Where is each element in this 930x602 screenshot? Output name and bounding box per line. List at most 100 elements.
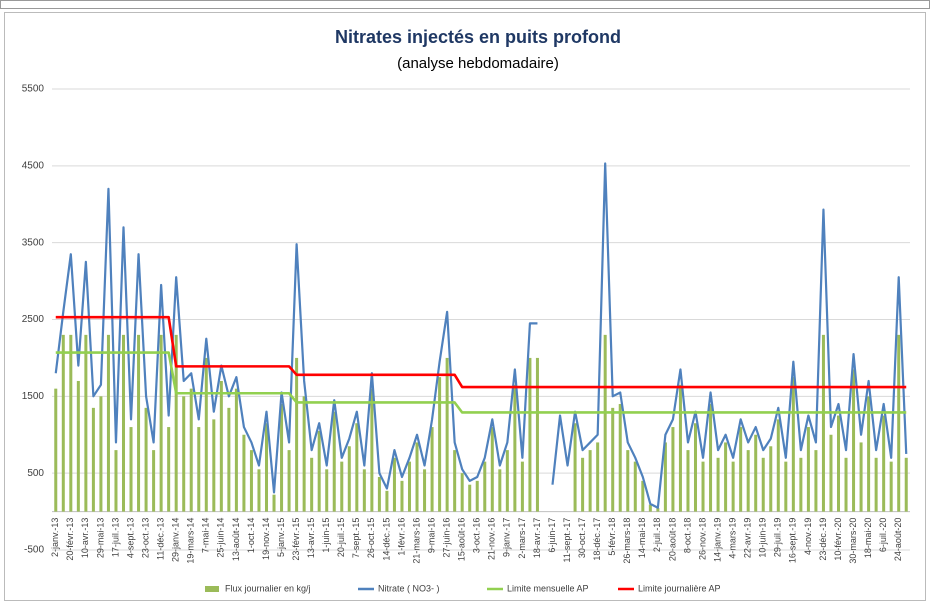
x-tick-label: 6-juin-17 bbox=[547, 518, 557, 553]
legend-label: Nitrate ( NO3- ) bbox=[378, 583, 440, 593]
bar bbox=[724, 442, 728, 512]
x-tick-label: 19-nov.-14 bbox=[261, 518, 271, 560]
x-tick-label: 18-déc.-17 bbox=[592, 518, 602, 561]
x-tick-label: 7-mai-14 bbox=[201, 518, 211, 554]
bar bbox=[370, 388, 374, 512]
bar bbox=[423, 469, 427, 512]
bar bbox=[54, 388, 58, 512]
legend-swatch bbox=[205, 586, 219, 592]
bar bbox=[445, 357, 449, 512]
bar bbox=[377, 477, 381, 512]
bar bbox=[475, 480, 479, 512]
bar bbox=[671, 427, 675, 512]
bar bbox=[859, 442, 863, 512]
bar bbox=[716, 457, 720, 512]
bar bbox=[806, 427, 810, 512]
bar bbox=[264, 423, 269, 512]
bar bbox=[182, 396, 186, 512]
y-tick-label: 3500 bbox=[22, 237, 45, 248]
bar bbox=[460, 473, 464, 512]
bar bbox=[61, 334, 65, 512]
bar bbox=[167, 427, 171, 512]
bar bbox=[415, 442, 419, 512]
bar bbox=[227, 407, 231, 512]
bar bbox=[498, 469, 502, 512]
bar bbox=[844, 457, 848, 512]
bar bbox=[385, 490, 389, 512]
bar bbox=[325, 469, 329, 512]
bar bbox=[754, 434, 758, 512]
x-tick-label: 23-déc.-19 bbox=[818, 518, 828, 561]
bar bbox=[573, 423, 577, 512]
x-tick-label: 21-mars-16 bbox=[411, 518, 421, 564]
bar bbox=[739, 427, 743, 512]
x-tick-label: 4-nov.-19 bbox=[803, 518, 813, 555]
bar bbox=[791, 377, 795, 512]
x-tick-label: 2-mars-17 bbox=[517, 518, 527, 559]
bar bbox=[648, 504, 652, 512]
x-tick-label: 29-mai-13 bbox=[95, 518, 105, 559]
bar bbox=[603, 334, 607, 512]
bar bbox=[769, 446, 773, 512]
legend-label: Limite mensuelle AP bbox=[507, 583, 589, 593]
bar bbox=[641, 480, 645, 512]
bar bbox=[287, 450, 291, 512]
x-tick-label: 19-mars-14 bbox=[186, 518, 196, 564]
bar bbox=[189, 388, 193, 512]
bar bbox=[84, 334, 88, 512]
bar bbox=[114, 450, 118, 512]
x-tick-label: 23-févr.-15 bbox=[291, 518, 301, 561]
chart-subtitle: (analyse hebdomadaire) bbox=[397, 55, 559, 72]
bar bbox=[581, 457, 585, 512]
x-tick-label: 17-juil.-13 bbox=[110, 518, 120, 558]
bar bbox=[882, 415, 886, 512]
x-tick-label: 26-mars-18 bbox=[622, 518, 632, 564]
bar bbox=[137, 334, 141, 512]
bar bbox=[302, 396, 306, 512]
bar bbox=[347, 446, 351, 512]
chart-title: Nitrates injectés en puits profond bbox=[335, 27, 621, 47]
bar bbox=[829, 434, 833, 512]
x-tick-label: 15-août-16 bbox=[457, 518, 467, 562]
bar bbox=[272, 494, 276, 512]
x-tick-label: 3-oct.-16 bbox=[472, 518, 482, 554]
bar bbox=[678, 384, 682, 512]
x-tick-label: 16-sept.-19 bbox=[788, 518, 798, 564]
x-tick-label: 1-févr.-16 bbox=[396, 518, 406, 556]
bar bbox=[897, 334, 901, 512]
bar bbox=[340, 461, 344, 512]
x-tick-label: 30-oct.-17 bbox=[577, 518, 587, 559]
bar bbox=[663, 442, 667, 512]
bar bbox=[776, 419, 780, 512]
bar bbox=[317, 430, 321, 512]
y-tick-label: 4500 bbox=[22, 160, 45, 171]
bar bbox=[483, 461, 487, 512]
x-tick-label: 4-sept.-13 bbox=[125, 518, 135, 559]
bar bbox=[799, 457, 803, 512]
bar bbox=[836, 415, 841, 512]
bar bbox=[588, 450, 592, 512]
bar bbox=[904, 457, 908, 512]
x-tick-label: 10-juin-19 bbox=[758, 518, 768, 558]
bar bbox=[761, 457, 765, 512]
bar bbox=[701, 461, 705, 512]
bar bbox=[513, 384, 517, 512]
bar bbox=[693, 423, 698, 512]
x-tick-label: 8-oct.-18 bbox=[682, 518, 692, 554]
bar bbox=[867, 396, 871, 512]
bar bbox=[249, 450, 253, 512]
x-tick-label: 23-oct.-13 bbox=[140, 518, 150, 559]
x-tick-label: 26-nov.-18 bbox=[697, 518, 707, 560]
y-tick-label: 1500 bbox=[22, 391, 45, 402]
bar bbox=[453, 450, 457, 512]
x-tick-label: 21-nov.-16 bbox=[487, 518, 497, 560]
x-tick-label: 4-mars-19 bbox=[728, 518, 738, 559]
bar bbox=[355, 423, 359, 512]
line-series bbox=[55, 351, 907, 414]
bar bbox=[400, 480, 404, 512]
bar bbox=[626, 450, 630, 512]
x-tick-label: 9-mai-16 bbox=[426, 518, 436, 554]
legend-label: Limite journalière AP bbox=[638, 583, 721, 593]
bar bbox=[438, 377, 442, 512]
